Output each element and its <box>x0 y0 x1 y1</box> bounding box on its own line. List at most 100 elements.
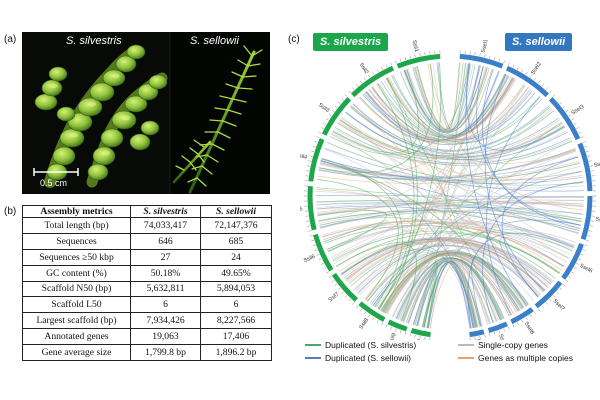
duplication-link <box>378 62 442 310</box>
scaffold-tick <box>308 230 312 232</box>
sellowii-value: 8,227,566 <box>200 312 272 330</box>
scaffold-tick <box>587 235 591 237</box>
synteny-link <box>344 239 549 288</box>
duplication-link <box>482 69 581 229</box>
duplication-link <box>482 181 584 324</box>
scaffold-tick <box>512 64 515 68</box>
scaffold-tick <box>385 324 388 328</box>
silvestris-scaffold-label: Ssil9 <box>388 332 398 340</box>
duplication-link <box>317 210 387 252</box>
scaffold-tick <box>404 331 407 335</box>
synteny-link <box>324 147 584 192</box>
scaffold-tick <box>316 136 320 139</box>
silvestris-scaffold-label: Ssil8 <box>358 317 370 330</box>
silvestris-scaffold-arc <box>358 301 386 322</box>
scaffold-tick <box>580 253 584 256</box>
species-tag-sellowii: S. sellowii <box>505 33 573 51</box>
scaffold-tick <box>312 244 316 247</box>
sellowii-scaffold-label: Ssel2 <box>530 61 543 76</box>
scaffold-tick <box>341 291 344 294</box>
scaffold-tick <box>311 150 315 153</box>
scaffold-tick <box>307 225 311 227</box>
scaffold-tick <box>549 90 552 94</box>
synteny-link <box>436 62 460 130</box>
scale-bar-label: 0.5 cm <box>40 178 68 188</box>
silvestris-scaffold-label: Ssil10 <box>414 339 423 340</box>
scaffold-tick <box>409 333 411 337</box>
legend-label: Single-copy genes <box>478 340 548 350</box>
synteny-link <box>320 150 577 177</box>
sellowii-value: 17,406 <box>200 328 272 345</box>
synteny-link <box>385 254 517 315</box>
scaffold-tick <box>503 60 505 64</box>
scaffold-tick <box>344 94 348 97</box>
scaffold-tick <box>376 69 379 73</box>
synteny-link <box>327 222 573 252</box>
synteny-link <box>359 242 552 296</box>
scaffold-tick <box>404 57 407 61</box>
duplication-link <box>377 83 415 310</box>
synteny-link <box>384 255 510 317</box>
scaffold-tick <box>341 98 344 101</box>
scaffold-tick <box>559 287 562 291</box>
scaffold-tick <box>390 326 393 330</box>
scaffold-tick <box>338 287 341 291</box>
synteny-link <box>332 109 553 160</box>
synteny-link <box>324 224 561 273</box>
species-tag-silvestris: S. silvestris <box>313 33 389 51</box>
synteny-link <box>395 257 503 320</box>
scaffold-tick <box>571 118 574 121</box>
legend-item: Duplicated (S. sellowii) <box>305 353 411 363</box>
synteny-link <box>322 220 570 259</box>
synteny-link <box>422 62 467 328</box>
scaffold-tick <box>355 84 359 87</box>
scaffold-tick <box>352 87 355 90</box>
sellowii-scaffold-label: Ssel3 <box>571 104 586 117</box>
synteny-link <box>392 229 576 318</box>
duplication-link <box>416 261 437 329</box>
scaffold-tick <box>320 262 324 265</box>
synteny-link <box>358 251 472 329</box>
synteny-link <box>318 84 526 222</box>
scaffold-tick <box>521 319 524 323</box>
scaffold-tick <box>537 308 541 312</box>
synteny-link <box>432 63 468 130</box>
synteny-link <box>403 69 514 136</box>
scaffold-tick <box>395 328 397 332</box>
scaffold-tick <box>556 98 559 101</box>
scaffold-tick <box>395 60 397 64</box>
scaffold-tick <box>584 145 588 148</box>
scaffold-tick <box>537 80 541 84</box>
synteny-link <box>417 261 471 329</box>
synteny-link <box>318 148 576 180</box>
sellowii-scaffold-label: Ssel4 <box>593 160 600 169</box>
duplication-link <box>316 178 399 301</box>
scaffold-tick <box>328 275 332 278</box>
sellowii-scaffold-arc <box>577 142 593 192</box>
scaffold-tick <box>552 94 556 97</box>
synteny-link <box>368 78 515 141</box>
duplication-link <box>471 256 520 327</box>
legend-item: Single-copy genes <box>458 340 548 350</box>
scaffold-labels: Ssil1 Ssil2 Ssil3 Ssil4 Ssil5 Ssil6 Ssil7 Ssil8… <box>300 39 600 340</box>
sellowii-scaffold-label: Ssel7 <box>552 298 566 312</box>
scaffold-tick <box>308 160 312 162</box>
scaffold-tick <box>580 136 584 139</box>
silvestris-scaffold-arc <box>331 272 359 302</box>
scaffold-tick <box>474 52 476 56</box>
scaffold-tick <box>323 122 327 125</box>
table-row: Sequences 646 685 <box>22 232 272 250</box>
scaffold-tick <box>479 53 481 57</box>
scaffold-tick <box>479 335 481 339</box>
scaffold-tick <box>331 110 335 113</box>
scaffold-tick <box>489 333 491 337</box>
scaffold-tick <box>306 220 310 222</box>
scaffold-tick <box>484 334 486 338</box>
silvestris-scaffold-arc <box>387 319 408 332</box>
table-row: Gene average size 1,799.8 bp 1,896.2 bp <box>22 344 272 361</box>
scaffold-tick <box>399 58 402 62</box>
silvestris-scaffold-label: Ssil2 <box>358 62 370 75</box>
sellowii-value: 24 <box>200 248 272 266</box>
assembly-metrics-table: Assembly metrics S. silvestris S. sellow… <box>22 205 272 361</box>
synteny-link <box>321 158 583 184</box>
